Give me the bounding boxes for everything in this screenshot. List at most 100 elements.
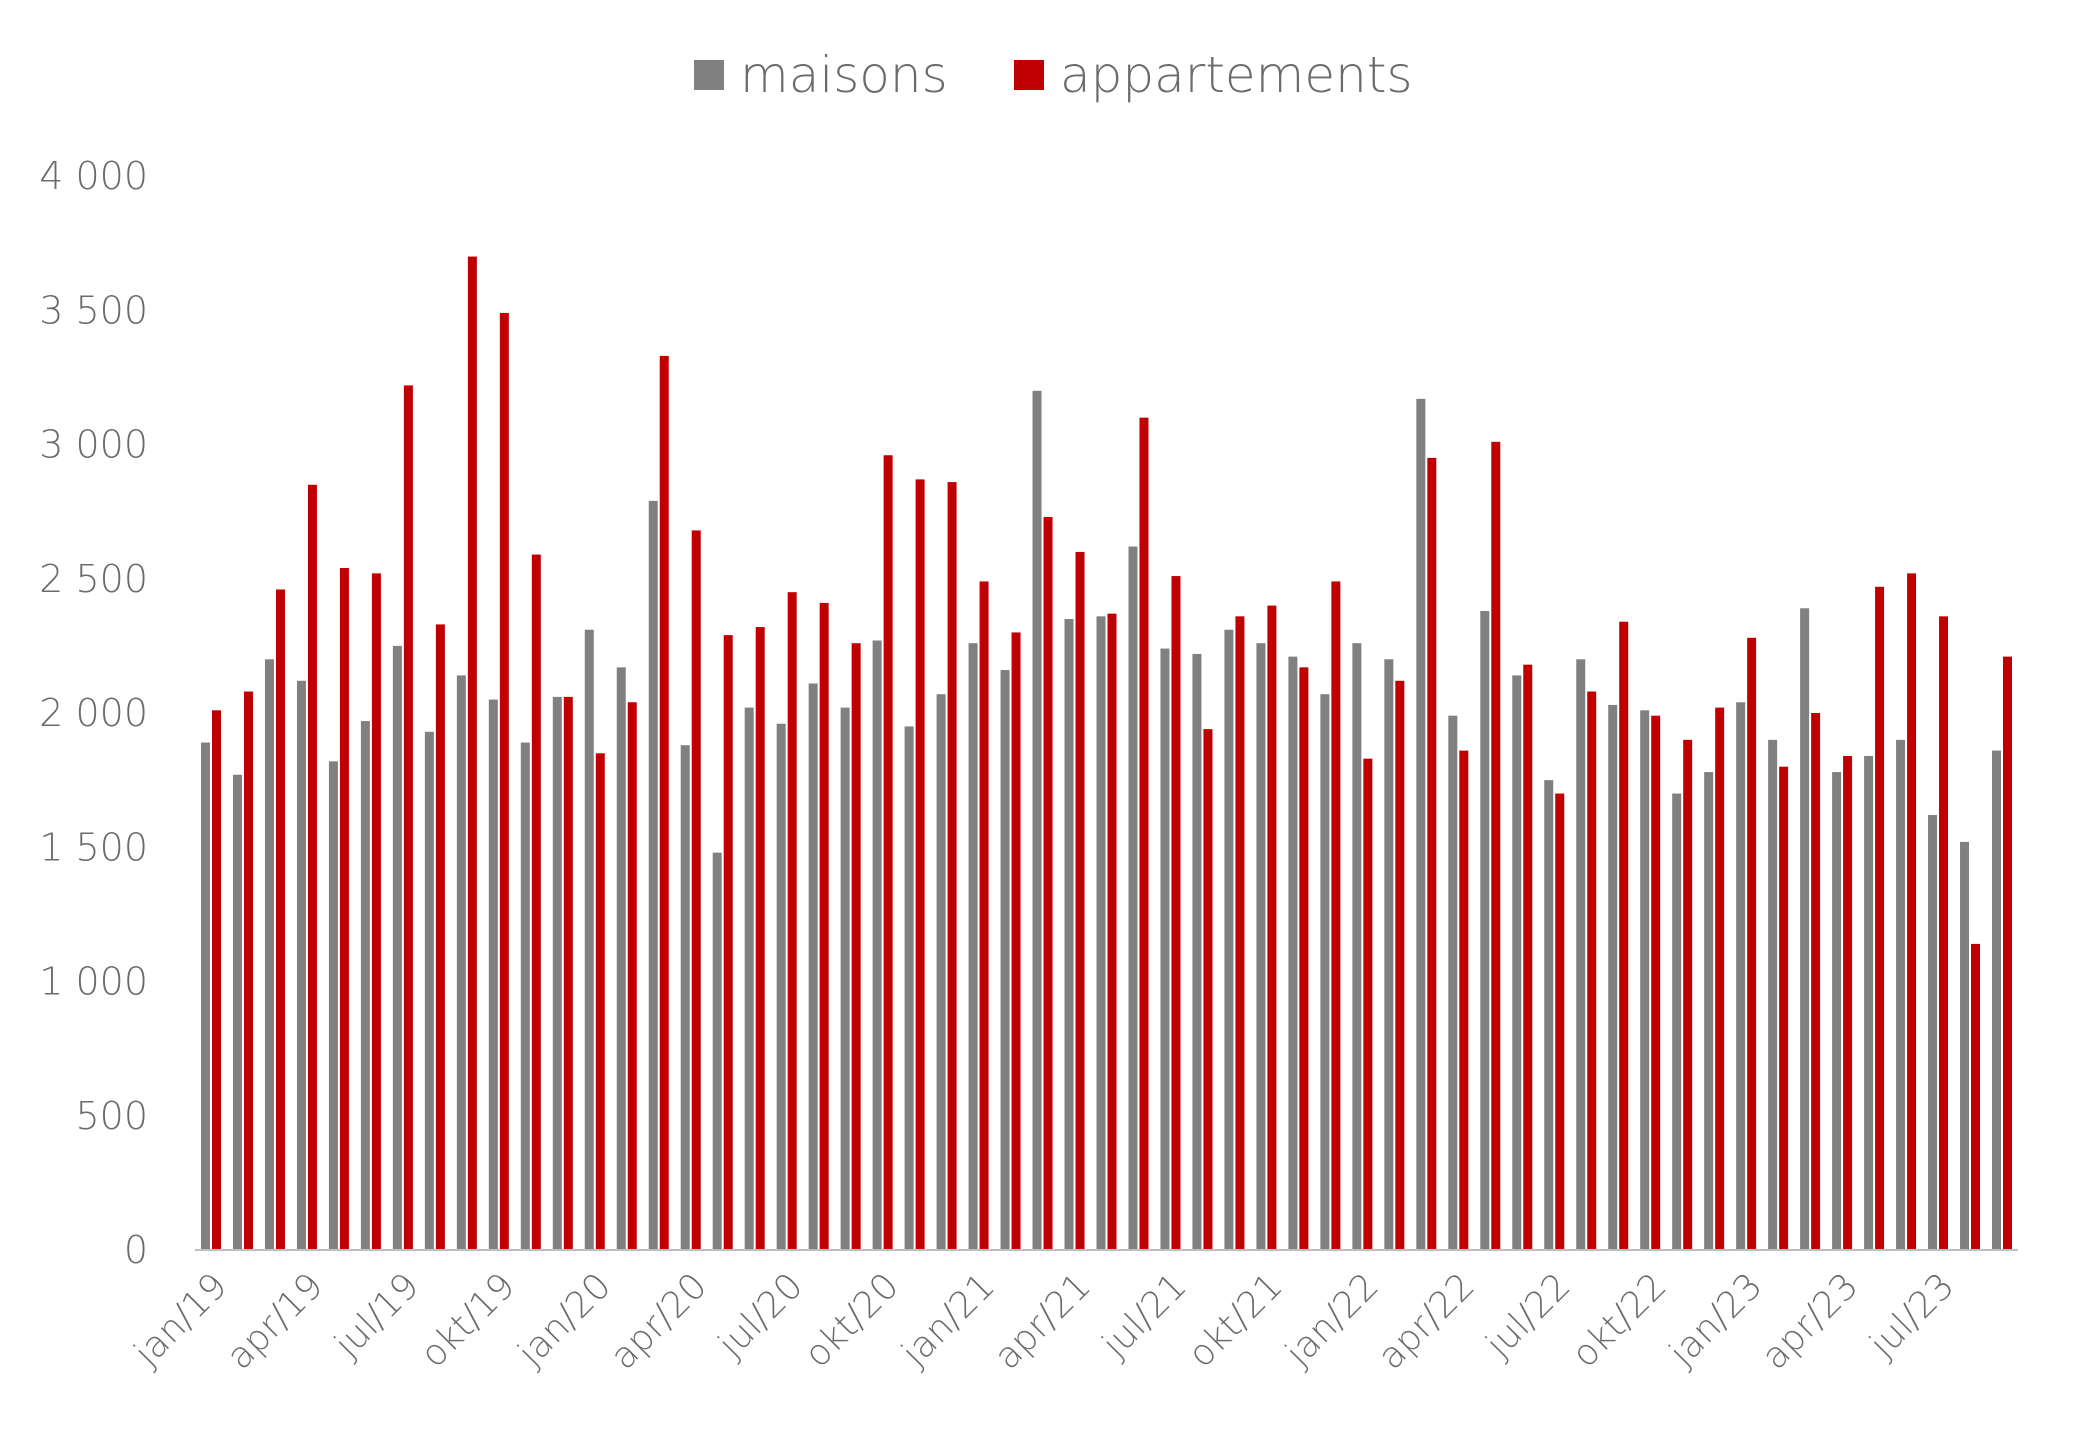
bar-maisons-jul/19 (392, 645, 402, 1250)
y-tick-label: 4 000 (39, 154, 148, 198)
bar-appartements-okt/22 (1651, 715, 1661, 1250)
bar-appartements-mar/19 (275, 589, 285, 1250)
bar-maisons-aug/23 (1960, 841, 1970, 1250)
bar-appartements-nov/19 (531, 554, 541, 1250)
bar-maisons-sep/20 (840, 707, 850, 1250)
legend-label-appartements: appartements (1060, 46, 1413, 104)
bar-appartements-jan/19 (211, 710, 221, 1250)
bar-maisons-mar/19 (264, 659, 274, 1250)
bar-maisons-nov/22 (1672, 793, 1682, 1250)
bar-maisons-feb/22 (1384, 659, 1394, 1250)
bar-maisons-jun/19 (360, 721, 370, 1250)
bar-maisons-jan/23 (1736, 702, 1746, 1250)
x-tick-label: jan/21 (893, 1265, 1002, 1374)
y-tick-label: 2 000 (39, 691, 148, 735)
bar-appartements-jun/19 (371, 573, 381, 1250)
bar-maisons-jul/23 (1928, 815, 1938, 1250)
bar-maisons-sep/21 (1224, 629, 1234, 1250)
bar-maisons-jan/21 (968, 643, 978, 1250)
bar-maisons-mai/21 (1096, 616, 1106, 1250)
bar-appartements-apr/20 (691, 530, 701, 1250)
bar-maisons-mai/23 (1864, 755, 1874, 1250)
bar-maisons-des/21 (1320, 694, 1330, 1250)
legend-swatch-appartements (1014, 60, 1044, 90)
x-axis: jan/19apr/19jul/19okt/19jan/20apr/20jul/… (126, 1265, 1963, 1377)
bar-appartements-feb/20 (627, 702, 637, 1250)
bar-appartements-mar/23 (1811, 713, 1821, 1250)
y-tick-label: 1 500 (39, 825, 148, 869)
bar-appartements-nov/22 (1683, 739, 1693, 1250)
bar-maisons-okt/20 (872, 640, 882, 1250)
y-tick-label: 0 (124, 1228, 148, 1272)
bar-maisons-feb/21 (1000, 670, 1010, 1250)
bar-appartements-nov/20 (915, 479, 925, 1250)
bar-maisons-okt/21 (1256, 643, 1266, 1250)
bar-appartements-des/19 (563, 696, 573, 1250)
x-tick-label: jan/20 (510, 1265, 619, 1374)
bar-maisons-jan/22 (1352, 643, 1362, 1250)
y-axis: 0 500 1 000 1 500 2 000 2 500 3 000 3 500 4 000 (39, 154, 148, 1272)
bar-maisons-jun/21 (1128, 546, 1138, 1250)
bar-appartements-aug/23 (1971, 943, 1981, 1250)
bar-appartements-jan/23 (1747, 637, 1757, 1250)
bar-appartements-mai/20 (723, 635, 733, 1250)
bar-appartements-jun/22 (1523, 664, 1533, 1250)
x-tick-label: okt/22 (1564, 1265, 1674, 1375)
x-tick-label: jan/23 (1661, 1265, 1770, 1374)
x-tick-label: apr/19 (219, 1265, 331, 1377)
bar-appartements-aug/20 (819, 602, 829, 1250)
bars (200, 256, 2013, 1251)
bar-appartements-aug/22 (1587, 691, 1597, 1250)
bar-maisons-jun/22 (1512, 675, 1522, 1250)
bar-appartements-mar/22 (1427, 457, 1437, 1250)
bar-maisons-nov/20 (904, 726, 914, 1250)
bar-appartements-okt/19 (499, 312, 509, 1250)
bar-appartements-jan/22 (1363, 758, 1373, 1250)
bar-appartements-feb/22 (1395, 680, 1405, 1250)
x-tick-label: apr/21 (987, 1265, 1099, 1377)
x-tick-label: jul/19 (326, 1265, 427, 1366)
legend-swatch-maisons (694, 60, 724, 90)
bar-maisons-feb/20 (616, 667, 626, 1250)
bar-appartements-mai/19 (339, 568, 349, 1250)
bar-maisons-nov/21 (1288, 656, 1298, 1250)
bar-maisons-jul/21 (1160, 648, 1170, 1250)
y-tick-label: 1 000 (39, 960, 148, 1004)
bar-maisons-des/20 (936, 694, 946, 1250)
bar-appartements-feb/21 (1011, 632, 1021, 1250)
bar-appartements-des/20 (947, 482, 957, 1251)
bar-maisons-mar/20 (648, 500, 658, 1250)
legend: maisons appartements (694, 46, 1413, 104)
bar-appartements-sep/22 (1619, 621, 1629, 1250)
bar-maisons-okt/19 (488, 699, 498, 1250)
bar-maisons-feb/23 (1768, 739, 1778, 1250)
legend-label-maisons: maisons (740, 46, 948, 104)
bar-appartements-sep/21 (1235, 616, 1245, 1250)
x-tick-label: jul/20 (710, 1265, 811, 1366)
x-tick-label: jul/22 (1478, 1265, 1579, 1366)
bar-appartements-jun/20 (755, 627, 765, 1250)
bar-appartements-aug/19 (435, 624, 445, 1250)
x-tick-label: jan/19 (126, 1265, 235, 1374)
bar-appartements-sep/23 (2003, 656, 2013, 1250)
bar-maisons-mar/21 (1032, 390, 1042, 1250)
bar-appartements-apr/23 (1843, 755, 1853, 1250)
bar-maisons-mai/19 (328, 761, 338, 1250)
bar-maisons-apr/20 (680, 745, 690, 1250)
bar-maisons-apr/22 (1448, 715, 1458, 1250)
bar-appartements-apr/21 (1075, 551, 1085, 1250)
x-tick-label: jul/23 (1861, 1265, 1962, 1366)
bar-appartements-mar/21 (1043, 516, 1053, 1250)
y-tick-label: 3 000 (39, 423, 148, 467)
bar-appartements-jan/21 (979, 581, 989, 1250)
bar-maisons-sep/23 (1992, 750, 2002, 1250)
bar-appartements-apr/22 (1459, 750, 1469, 1250)
bar-maisons-mar/23 (1800, 608, 1810, 1250)
bar-appartements-mai/22 (1491, 441, 1501, 1250)
bar-appartements-okt/21 (1267, 605, 1277, 1250)
bar-appartements-jul/22 (1555, 793, 1565, 1250)
bar-maisons-feb/19 (232, 774, 242, 1250)
bar-appartements-jul/23 (1939, 616, 1949, 1250)
x-tick-label: okt/19 (413, 1265, 523, 1375)
